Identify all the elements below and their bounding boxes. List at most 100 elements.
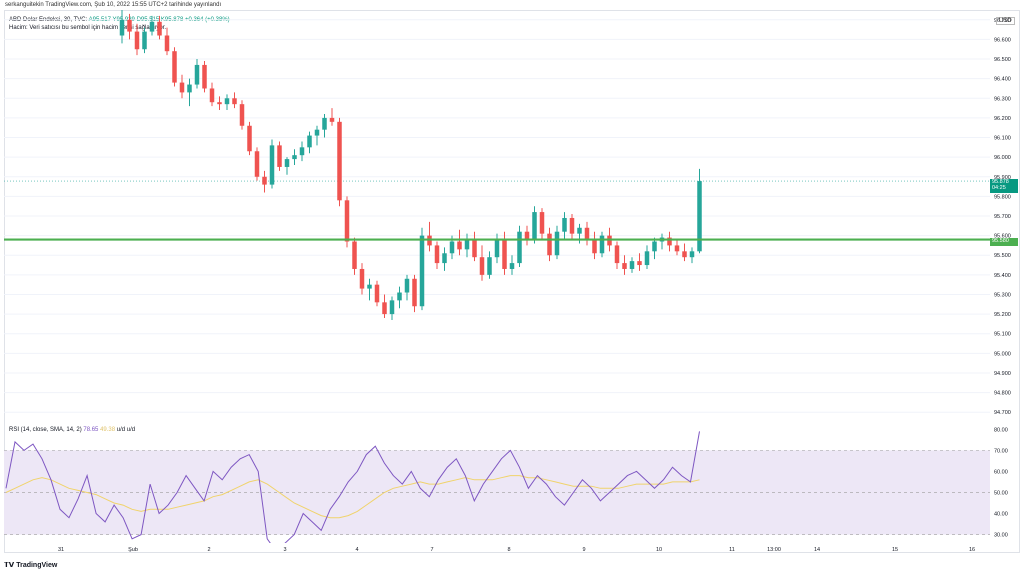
price-tick-label: 95.100 bbox=[994, 332, 1011, 338]
candle-body bbox=[389, 300, 395, 315]
candle-body bbox=[277, 145, 282, 167]
time-tick-label: 3 bbox=[283, 547, 286, 553]
price-tick-label: 96.400 bbox=[994, 77, 1011, 83]
time-tick-label: 9 bbox=[582, 547, 585, 553]
price-tick-label: 94.700 bbox=[994, 410, 1011, 416]
rsi-sma-value: 49.38 bbox=[100, 427, 116, 433]
time-tick-label: 15 bbox=[892, 547, 898, 553]
currency-label[interactable]: USD bbox=[996, 17, 1015, 25]
price-tick-label: 95.400 bbox=[994, 273, 1011, 279]
candle-body bbox=[134, 31, 140, 50]
price-axis[interactable]: 96.700 96.600 96.500 96.400 96.300 96.200 96.1… bbox=[990, 10, 1020, 543]
candle-body bbox=[209, 88, 215, 103]
candle-body bbox=[547, 233, 552, 256]
price-tick-label: 95.000 bbox=[994, 351, 1011, 357]
time-tick-label: 16 bbox=[969, 547, 975, 553]
price-tick-label: 96.500 bbox=[994, 57, 1011, 63]
candle-body bbox=[494, 239, 500, 258]
time-tick-label: Şub bbox=[128, 547, 138, 553]
candle-body bbox=[269, 145, 275, 185]
candle-body bbox=[119, 19, 125, 36]
candle-body bbox=[352, 241, 357, 269]
candle-body bbox=[217, 102, 222, 105]
price-tick-label: 95.500 bbox=[994, 253, 1011, 259]
rsi-pane[interactable] bbox=[4, 423, 990, 553]
rsi-extra: u/d u/d bbox=[116, 427, 136, 433]
current-price-tag: 95.878 04:25 bbox=[990, 179, 1018, 193]
time-tick-label: 4 bbox=[355, 547, 358, 553]
candle-body bbox=[142, 31, 147, 50]
candle-body bbox=[652, 241, 657, 252]
candle-body bbox=[554, 231, 560, 256]
candle-body bbox=[307, 135, 312, 148]
candle-body bbox=[419, 235, 425, 307]
candle-body bbox=[599, 235, 605, 254]
candle-body bbox=[532, 212, 537, 240]
time-tick-label: 14 bbox=[814, 547, 820, 553]
time-tick-label: 2 bbox=[207, 547, 210, 553]
candle-body bbox=[262, 176, 267, 185]
time-tick-label: 31 bbox=[58, 547, 64, 553]
price-tick-label: 95.700 bbox=[994, 214, 1011, 220]
price-tick-label: 94.900 bbox=[994, 371, 1011, 377]
price-tick-label: 96.300 bbox=[994, 96, 1011, 102]
price-tick-label: 96.600 bbox=[994, 37, 1011, 43]
candle-body bbox=[187, 84, 192, 93]
candle-body bbox=[502, 239, 507, 269]
candle-body bbox=[577, 227, 582, 234]
price-chart[interactable] bbox=[4, 10, 990, 422]
candle-body bbox=[524, 231, 530, 240]
price-tick-label: 96.000 bbox=[994, 155, 1011, 161]
price-tick-label: 96.100 bbox=[994, 136, 1011, 142]
candle-body bbox=[592, 239, 597, 254]
candle-body bbox=[442, 253, 447, 264]
candle-body bbox=[412, 278, 417, 307]
candle-body bbox=[629, 261, 635, 269]
candle-body bbox=[149, 21, 155, 32]
rsi-chart[interactable] bbox=[4, 423, 990, 553]
footer-brand: TradingView bbox=[16, 561, 58, 569]
candle-body bbox=[247, 125, 252, 152]
candle-body bbox=[292, 155, 297, 160]
candle-body bbox=[232, 98, 237, 105]
axis-labels: 96.700 96.600 96.500 96.400 96.300 96.200 96.1… bbox=[994, 18, 1011, 539]
candle-body bbox=[689, 251, 695, 258]
candle-body bbox=[299, 147, 305, 156]
price-pane[interactable] bbox=[4, 10, 990, 422]
candle-body bbox=[464, 239, 470, 250]
candle-body bbox=[472, 239, 477, 258]
time-tick-label: 10 bbox=[656, 547, 662, 553]
rsi-legend[interactable]: RSI (14, close, SMA, 14, 2) 78.65 49.38 … bbox=[9, 427, 135, 433]
tradingview-footer[interactable]: 𝗧𝗩 TradingView bbox=[4, 561, 58, 570]
time-axis[interactable]: 31 Şub 2 3 4 7 8 9 10 11 13:00 14 15 16 bbox=[4, 544, 990, 554]
candle-body bbox=[569, 217, 575, 234]
rsi-tick-label: 70.00 bbox=[994, 448, 1008, 454]
candle-body bbox=[434, 245, 440, 264]
candle-body bbox=[614, 245, 620, 264]
candle-body bbox=[584, 227, 590, 240]
candle-body bbox=[644, 251, 650, 266]
candle-body bbox=[284, 159, 290, 167]
rsi-value: 78.65 bbox=[83, 427, 99, 433]
price-tick-label: 96.200 bbox=[994, 116, 1011, 122]
price-tick-label: 95.300 bbox=[994, 292, 1011, 298]
candle-body bbox=[172, 51, 177, 83]
candle-body bbox=[562, 217, 567, 232]
rsi-tick-label: 80.00 bbox=[994, 427, 1008, 433]
candle-body bbox=[517, 231, 522, 264]
candle-body bbox=[314, 129, 320, 136]
candle-body bbox=[194, 64, 200, 85]
price-tick-label: 96.700 bbox=[994, 18, 1011, 24]
candle-body bbox=[344, 200, 350, 242]
candle-body bbox=[479, 257, 485, 275]
candle-body bbox=[487, 257, 492, 275]
candle-body bbox=[127, 19, 132, 32]
candle-body bbox=[329, 117, 335, 122]
price-tick-label: 95.800 bbox=[994, 194, 1011, 200]
candle-body bbox=[697, 181, 702, 252]
candle-body bbox=[254, 151, 260, 177]
tradingview-logo-icon: 𝗧𝗩 bbox=[4, 562, 15, 569]
price-tick-label: 95.900 bbox=[994, 175, 1011, 181]
candle-body bbox=[322, 117, 327, 130]
rsi-sma-line bbox=[5, 475, 700, 519]
